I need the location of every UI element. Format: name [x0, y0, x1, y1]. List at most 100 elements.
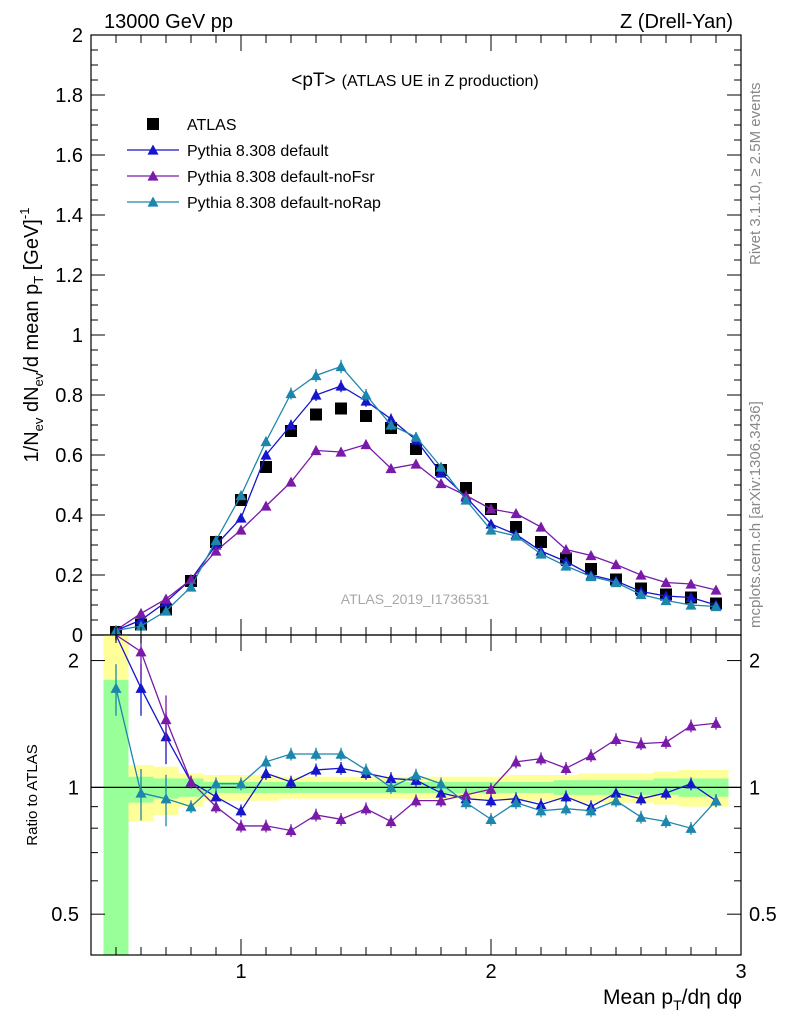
y-tick-label: 0.8 [55, 385, 83, 407]
ratio-series-1 [115, 634, 722, 838]
ratio-marker [210, 791, 222, 802]
legend-marker-square [147, 118, 159, 130]
series-marker [335, 446, 347, 457]
atlas-data-point [510, 521, 522, 533]
ratio-marker [310, 764, 322, 775]
series-marker [335, 380, 347, 391]
atlas-data-point [335, 402, 347, 415]
ratio-marker [560, 762, 572, 773]
x-tick-label: 3 [735, 961, 746, 983]
x-tick-label: 1 [235, 961, 246, 983]
atlas-data-point [310, 408, 322, 421]
ratio-marker [185, 801, 197, 812]
ratio-marker [385, 781, 397, 793]
ratio-marker [535, 805, 547, 816]
series-marker [460, 494, 472, 505]
mcplots-label: mcplots.cern.ch [arXiv:1306.3436] [747, 401, 764, 628]
ratio-marker [485, 795, 497, 806]
series-marker [660, 595, 672, 606]
legend-marker [147, 196, 159, 207]
ratio-marker [110, 682, 122, 693]
series-marker [260, 449, 272, 460]
plot-title: <pT> (ATLAS UE in Z production) [291, 70, 538, 91]
series-marker [135, 607, 147, 619]
ratio-marker [610, 795, 622, 806]
ratio-marker [685, 720, 697, 731]
ratio-marker [310, 809, 322, 820]
series-marker [310, 389, 322, 400]
series-marker [285, 419, 297, 430]
series-marker [710, 601, 722, 612]
ratio-marker [135, 787, 147, 798]
y-tick-label: 1.2 [55, 265, 83, 287]
y-tick-label: 0 [72, 625, 83, 647]
series-marker [435, 461, 447, 472]
series-marker [160, 605, 172, 616]
series-marker [560, 560, 572, 571]
x-axis-label: Mean pT/dη dφ [603, 986, 742, 1013]
ratio-tick-label: 2 [68, 651, 79, 673]
series-marker [185, 581, 197, 592]
ratio-marker [335, 813, 347, 824]
process-label: Z (Drell-Yan) [620, 11, 733, 33]
ratio-series-line [115, 688, 717, 829]
series-marker [685, 592, 697, 603]
series-marker [310, 445, 322, 456]
ratio-tick-label: 1 [749, 777, 760, 799]
ratio-marker [335, 762, 347, 773]
main-plot-panel: 0 0.2 0.4 0.6 0.8 1 1.2 1.4 1.6 1.8 2 <pT> (ATLAS U… [55, 25, 742, 647]
ratio-marker [460, 797, 472, 808]
ratio-marker [135, 646, 147, 657]
ratio-tick-label: 2 [749, 651, 760, 673]
ratio-marker [510, 756, 522, 767]
ratio-marker [435, 778, 447, 789]
ratio-marker [685, 822, 697, 833]
series-marker [435, 478, 447, 489]
y-axis-label: 1/Nev dNev/d mean pT [GeV]-1 [17, 208, 46, 463]
ratio-marker [360, 764, 372, 775]
ratio-marker [285, 824, 297, 836]
series-marker [560, 544, 572, 555]
ratio-marker [460, 789, 472, 800]
ratio-marker [585, 750, 597, 761]
atlas-data-point [410, 443, 422, 455]
ratio-marker [235, 778, 247, 789]
series-marker [485, 524, 497, 535]
ratio-marker [410, 795, 422, 806]
series-2 [110, 439, 722, 635]
ratio-marker [410, 769, 422, 780]
series-marker [135, 614, 147, 625]
y-tick-label: 0.2 [55, 565, 83, 587]
atlas-data-point [460, 482, 472, 494]
y-tick-label: 1.8 [55, 85, 83, 107]
series-marker [360, 439, 372, 450]
y-tick-label: 0.6 [55, 445, 83, 467]
y-tick-label: 1.4 [55, 205, 83, 227]
ratio-tick-label: 0.5 [749, 904, 777, 926]
series-marker [485, 503, 497, 514]
collision-energy-label: 13000 GeV pp [104, 11, 233, 33]
ratio-marker [235, 820, 247, 831]
ratio-marker [710, 717, 722, 728]
ratio-marker [210, 801, 222, 812]
ratio-marker [610, 733, 622, 745]
y-tick-label: 1.6 [55, 145, 83, 167]
series-marker [410, 458, 422, 469]
ratio-marker [310, 748, 322, 759]
ratio-tick-label: 0.5 [51, 904, 79, 926]
series-marker [235, 524, 247, 535]
ratio-marker [635, 811, 647, 822]
ratio-marker [485, 813, 497, 824]
legend: ATLAS Pythia 8.308 default Pythia 8.308 de… [127, 117, 381, 212]
series-marker [635, 569, 647, 580]
series-3 [110, 359, 722, 636]
series-marker [635, 589, 647, 600]
ratio-marker [585, 805, 597, 816]
legend-marker [147, 144, 159, 155]
series-marker [385, 463, 397, 474]
ratio-marker [560, 803, 572, 814]
series-marker [360, 389, 372, 400]
ratio-marker [160, 793, 172, 804]
y-tick-label: 0.4 [55, 505, 83, 527]
